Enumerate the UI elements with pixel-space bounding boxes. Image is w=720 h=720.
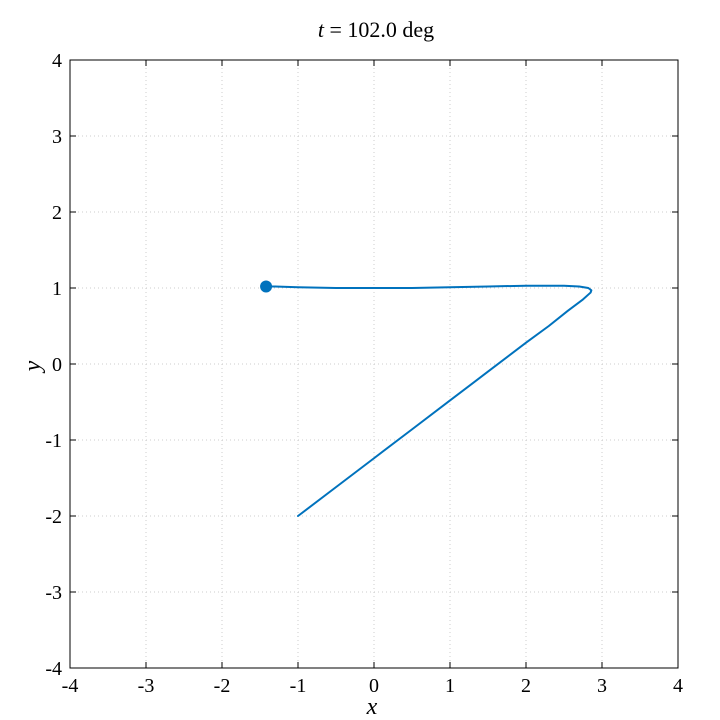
axis-ticks <box>69 59 679 669</box>
x-tick-label: 2 <box>521 675 531 697</box>
x-tick-label: 3 <box>597 675 607 697</box>
x-tick-label: 4 <box>673 675 683 697</box>
y-tick-label: -1 <box>45 430 62 452</box>
x-tick-label: -1 <box>290 675 307 697</box>
y-tick-label: 2 <box>52 202 62 224</box>
x-tick-label: 0 <box>369 675 379 697</box>
x-tick-label: 1 <box>445 675 455 697</box>
grid-lines <box>70 60 678 668</box>
x-tick-label: -2 <box>214 675 231 697</box>
title-equals: = <box>324 17 347 42</box>
chart-title: t = 102.0 deg <box>318 17 434 42</box>
y-tick-label: 3 <box>52 126 62 148</box>
data-series <box>260 280 593 517</box>
y-tick-label: -2 <box>45 506 62 528</box>
title-value: 102.0 deg <box>347 17 434 42</box>
x-tick-label: -4 <box>62 675 79 697</box>
y-tick-label: 1 <box>52 278 62 300</box>
x-tick-label: -3 <box>138 675 155 697</box>
y-tick-label: 0 <box>52 354 62 376</box>
y-axis-label: y <box>20 360 46 373</box>
y-tick-label: -4 <box>45 658 62 680</box>
trajectory-line <box>265 284 593 517</box>
y-tick-label: 4 <box>52 50 62 72</box>
y-tick-label: -3 <box>45 582 62 604</box>
title-variable: t <box>318 17 325 42</box>
current-position-marker <box>260 280 273 293</box>
x-axis-label: x <box>366 694 378 720</box>
axis-tick-labels: -4 -3 -2 -1 0 1 2 3 4 -4 -3 -2 -1 0 1 2 3 4 <box>45 50 683 697</box>
